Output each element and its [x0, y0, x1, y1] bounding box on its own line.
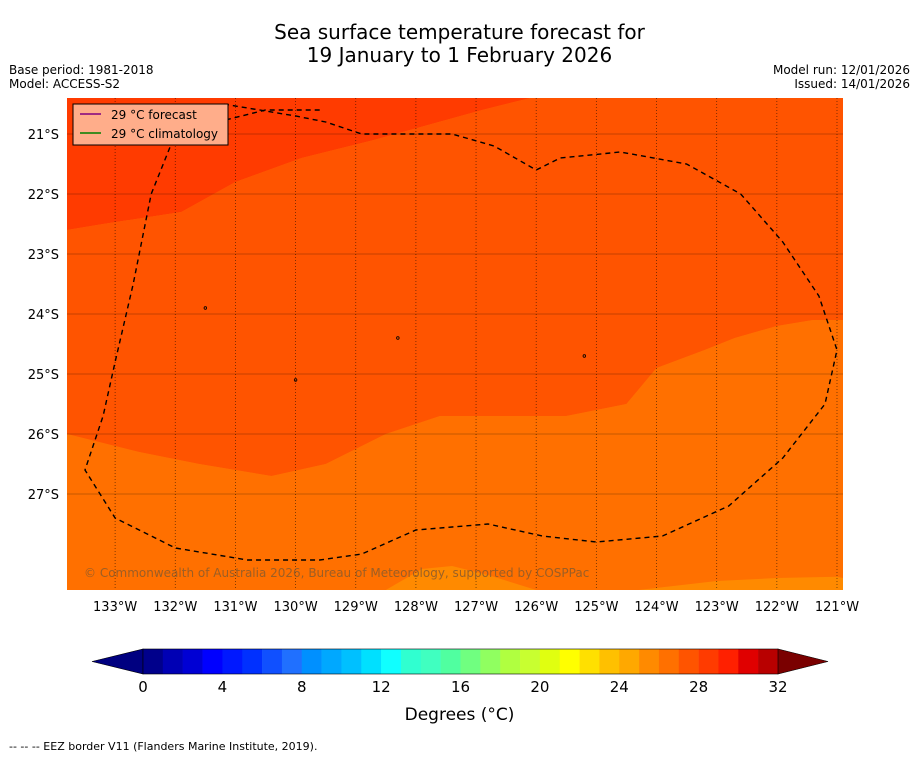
temperature-bands: [67, 98, 843, 590]
colorbar-under-arrow: [91, 648, 144, 675]
longitude-tick-label: 133°W: [93, 600, 137, 615]
longitude-tick-label: 129°W: [334, 600, 378, 615]
colorbar-swatch: [440, 649, 461, 674]
colorbar-tick-label: 4: [218, 678, 228, 696]
colorbar-swatch: [539, 649, 561, 674]
latitude-tick-label: 24°S: [28, 308, 59, 323]
colorbar-swatch: [738, 649, 759, 674]
colorbar-frame: [142, 648, 779, 675]
island-marker: [203, 306, 208, 310]
colorbar-swatch: [162, 649, 183, 674]
island-marker: [396, 336, 400, 340]
latitude-tick-label: 23°S: [28, 248, 59, 263]
latitude-tick-label: 25°S: [28, 368, 59, 383]
longitude-tick-label: 132°W: [153, 600, 197, 615]
colorbar: 0 4 8 12 16 20 24 28 32: [91, 648, 829, 696]
colorbar-tick-label: 16: [451, 678, 470, 696]
colorbar-swatch: [361, 649, 382, 674]
colorbar-swatch: [658, 649, 680, 674]
temperature-band-27-28: [67, 320, 843, 590]
longitude-tick-label: 130°W: [274, 600, 318, 615]
metadata-left: Base period: 1981-2018 Model: ACCESS-S2: [9, 63, 154, 91]
temperature-band-26-27: [385, 566, 537, 590]
map-title-line-2: 19 January to 1 February 2026: [306, 43, 613, 67]
legend-box: [72, 103, 229, 146]
colorbar-swatch: [500, 649, 521, 674]
colorbar-swatch: [480, 649, 501, 674]
legend-climatology-label: 29 °C climatology: [111, 127, 218, 141]
colorbar-swatch: [341, 649, 362, 674]
colorbar-swatch: [143, 649, 164, 674]
colorbar-over-arrow: [777, 648, 829, 675]
latitude-tick-label: 27°S: [28, 488, 59, 503]
latitude-tick-label: 22°S: [28, 188, 59, 203]
colorbar-swatch: [520, 649, 541, 674]
colorbar-swatch: [301, 649, 322, 674]
colorbar-tick-label: 0: [138, 678, 148, 696]
colorbar-tick-label: 20: [530, 678, 549, 696]
colorbar-swatch: [400, 649, 422, 674]
metadata-right: Model run: 12/01/2026 Issued: 14/01/2026: [773, 63, 910, 91]
colorbar-tick-label: 32: [768, 678, 787, 696]
map-title-line-1: Sea surface temperature forecast for: [274, 20, 645, 44]
colorbar-swatch: [460, 649, 481, 674]
model-run-text: Model run: 12/01/2026: [772, 63, 910, 77]
colorbar-swatch: [639, 649, 660, 674]
colorbar-swatch: [281, 649, 303, 674]
islands: [203, 306, 587, 382]
issued-text: Issued: 14/01/2026: [794, 77, 910, 91]
longitude-tick-label: 127°W: [454, 600, 498, 615]
colorbar-swatch: [718, 649, 739, 674]
temperature-band-26-27-east: [638, 576, 843, 590]
colorbar-swatch: [579, 649, 600, 674]
colorbar-swatch: [698, 649, 719, 674]
colorbar-swatch: [559, 649, 580, 674]
colorbar-swatch: [619, 649, 640, 674]
island-marker: [293, 378, 298, 382]
colorbar-tick-label: 28: [689, 678, 708, 696]
longitude-tick-label: 126°W: [514, 600, 558, 615]
colorbar-label: Degrees (°C): [404, 705, 515, 725]
colorbar-swatch: [321, 649, 342, 674]
colorbar-swatch: [678, 649, 699, 674]
colorbar-tick-label: 8: [297, 678, 307, 696]
longitude-tick-label: 125°W: [574, 600, 618, 615]
colorbar-swatch: [262, 649, 283, 674]
longitude-tick-label: 121°W: [815, 600, 859, 615]
axis-tick-labels: 21°S 22°S 23°S 24°S 25°S 26°S 27°S 133°W 132°W 13…: [28, 128, 860, 615]
latitude-tick-label: 21°S: [28, 128, 59, 143]
colorbar-swatch: [599, 649, 620, 674]
temperature-band-28-29: [67, 98, 843, 476]
legend-forecast-label: 29 °C forecast: [111, 108, 197, 122]
longitude-tick-label: 128°W: [394, 600, 438, 615]
model-text: Model: ACCESS-S2: [9, 77, 121, 91]
colorbar-swatch: [381, 649, 402, 674]
sst-map-figure: © Commonwealth of Australia 2026, Bureau…: [28, 98, 860, 615]
colorbar-swatch: [222, 649, 243, 674]
copyright-notice: © Commonwealth of Australia 2026, Bureau…: [84, 566, 589, 580]
latitude-tick-label: 26°S: [28, 428, 59, 443]
colorbar-swatch: [242, 649, 263, 674]
longitude-tick-label: 122°W: [755, 600, 799, 615]
island-marker: [582, 354, 587, 358]
eez-footnote: -- -- -- EEZ border V11 (Flanders Marine…: [9, 740, 318, 753]
colorbar-tick-label: 12: [372, 678, 391, 696]
longitude-tick-label: 124°W: [634, 600, 678, 615]
colorbar-swatch: [758, 649, 779, 674]
colorbar-swatch: [182, 649, 203, 674]
colorbar-swatch: [202, 649, 223, 674]
base-period-text: Base period: 1981-2018: [9, 63, 154, 77]
colorbar-swatch: [420, 649, 441, 674]
colorbar-tick-label: 24: [610, 678, 629, 696]
map-legend: 29 °C forecast 29 °C climatology: [72, 103, 229, 146]
eez-border: [84, 103, 838, 561]
longitude-tick-label: 123°W: [695, 600, 739, 615]
longitude-tick-label: 131°W: [213, 600, 257, 615]
